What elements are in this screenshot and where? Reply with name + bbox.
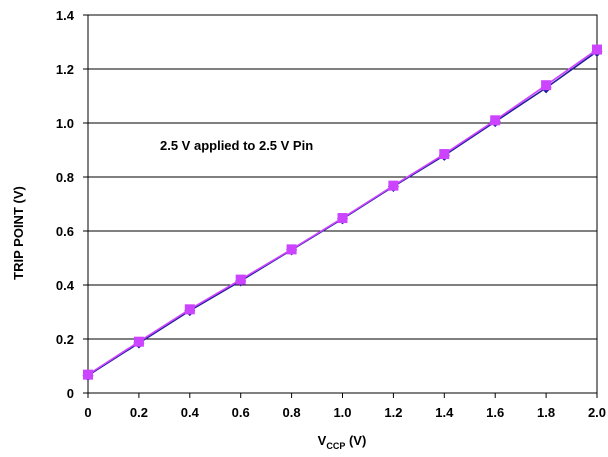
series-1-point-7 bbox=[439, 149, 450, 160]
y-tick-label-5: 1.0 bbox=[56, 116, 74, 131]
series-1-point-3 bbox=[235, 274, 246, 285]
x-tick-label-2: 0.4 bbox=[181, 405, 200, 420]
y-tick-label-4: 0.8 bbox=[56, 170, 74, 185]
series-1 bbox=[83, 44, 602, 380]
x-tick-label-7: 1.4 bbox=[435, 405, 454, 420]
series-1-point-9 bbox=[541, 80, 552, 91]
x-axis-title-unit: (V) bbox=[345, 433, 366, 448]
grid bbox=[88, 68, 597, 340]
x-axis-title-subscript: CCP bbox=[326, 441, 345, 451]
y-axis-title: TRIP POINT (V) bbox=[11, 186, 26, 280]
series-1-point-10 bbox=[592, 44, 602, 55]
axes bbox=[83, 14, 598, 398]
y-tick-label-7: 1.4 bbox=[56, 8, 75, 23]
plot-frame bbox=[87, 14, 598, 394]
y-tick-label-1: 0.2 bbox=[56, 332, 74, 347]
series-1-point-5 bbox=[337, 213, 348, 224]
y-tick-label-2: 0.4 bbox=[56, 278, 75, 293]
series-1-point-0 bbox=[83, 369, 93, 380]
x-tick-label-0: 0 bbox=[84, 405, 91, 420]
x-tick-label-8: 1.6 bbox=[486, 405, 504, 420]
series-1-point-6 bbox=[388, 180, 399, 191]
x-axis-title-main: V bbox=[318, 433, 327, 448]
x-tick-label-10: 2.0 bbox=[588, 405, 606, 420]
y-tick-label-0: 0 bbox=[67, 386, 74, 401]
x-tick-label-6: 1.2 bbox=[384, 405, 402, 420]
y-tick-label-3: 0.6 bbox=[56, 224, 74, 239]
series-1-point-2 bbox=[184, 304, 195, 315]
y-tick-label-6: 1.2 bbox=[56, 62, 74, 77]
x-tick-label-1: 0.2 bbox=[130, 405, 148, 420]
x-tick-label-5: 1.0 bbox=[333, 405, 351, 420]
series bbox=[82, 44, 603, 381]
x-tick-label-9: 1.8 bbox=[537, 405, 555, 420]
x-tick-label-3: 0.6 bbox=[232, 405, 250, 420]
series-1-point-8 bbox=[490, 115, 501, 126]
series-1-point-1 bbox=[133, 336, 144, 347]
x-axis-title: VCCP (V) bbox=[318, 433, 367, 451]
x-tick-label-4: 0.8 bbox=[283, 405, 301, 420]
series-1-line bbox=[87, 48, 598, 376]
series-1-point-4 bbox=[286, 244, 297, 255]
tick-labels: 0 0.2 0.4 0.6 0.8 1.0 1.2 1.4 0 0.2 0.4 0.6 0.8 1.0 1.… bbox=[56, 8, 606, 420]
chart-annotation: 2.5 V applied to 2.5 V Pin bbox=[160, 138, 313, 153]
